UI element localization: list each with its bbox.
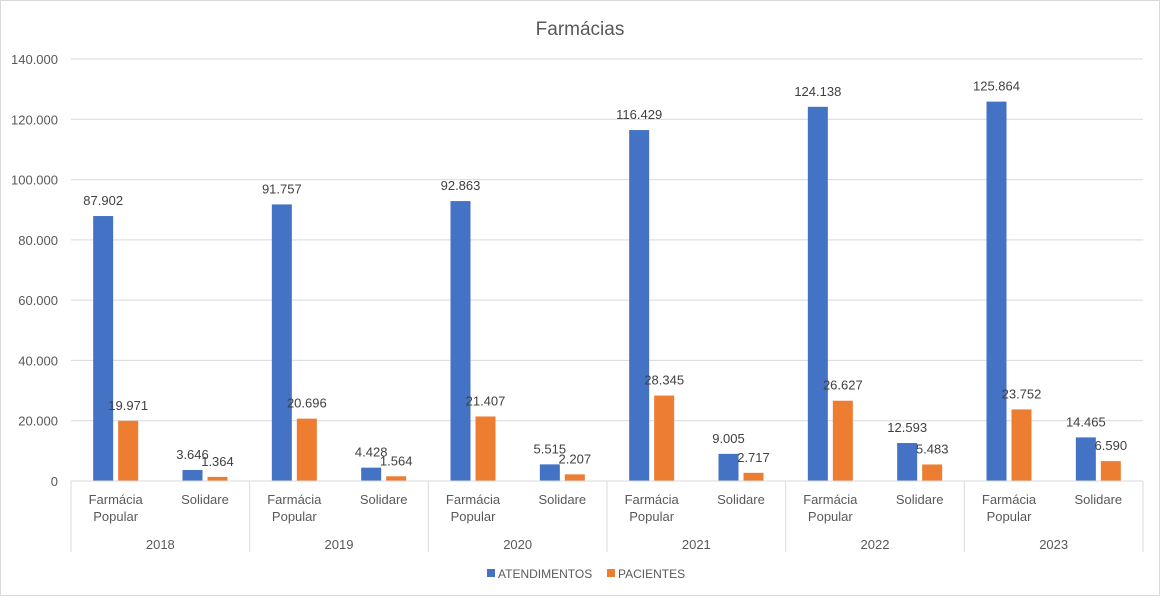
x-category-label: Farmácia bbox=[446, 492, 501, 507]
bars bbox=[93, 101, 1121, 482]
x-category-label: Solidare bbox=[717, 492, 765, 507]
x-group-label: 2019 bbox=[325, 537, 354, 552]
bar-pacientes bbox=[207, 476, 228, 481]
bar-pacientes bbox=[654, 395, 675, 481]
x-category-label: Popular bbox=[93, 509, 138, 524]
data-label: 124.138 bbox=[794, 84, 841, 99]
x-category-label: Popular bbox=[808, 509, 853, 524]
x-category-label: Solidare bbox=[538, 492, 586, 507]
x-category-label: Solidare bbox=[896, 492, 944, 507]
x-group-label: 2020 bbox=[503, 537, 532, 552]
data-label: 116.429 bbox=[616, 107, 662, 122]
bar-atendimentos bbox=[986, 101, 1007, 482]
data-label: 12.593 bbox=[887, 420, 927, 435]
bar-pacientes bbox=[475, 416, 496, 481]
x-category-label: Farmácia bbox=[89, 492, 144, 507]
data-label: 14.465 bbox=[1066, 414, 1106, 429]
x-category-label: Solidare bbox=[360, 492, 408, 507]
bar-atendimentos bbox=[897, 443, 918, 481]
bar-atendimentos bbox=[539, 464, 560, 481]
data-label: 5.515 bbox=[534, 441, 567, 456]
data-label: 87.902 bbox=[83, 193, 123, 208]
x-group-label: 2022 bbox=[861, 537, 890, 552]
x-category-label: Popular bbox=[451, 509, 496, 524]
bar-atendimentos bbox=[93, 216, 114, 481]
x-category-label: Popular bbox=[987, 509, 1032, 524]
bar-atendimentos bbox=[450, 201, 471, 481]
bar-atendimentos bbox=[718, 453, 739, 481]
y-tick-label: 60.000 bbox=[18, 293, 58, 308]
data-label: 21.407 bbox=[466, 393, 506, 408]
data-label: 4.428 bbox=[355, 445, 388, 460]
x-group-label: 2023 bbox=[1039, 537, 1068, 552]
y-tick-label: 20.000 bbox=[18, 414, 58, 429]
bar-atendimentos bbox=[1075, 437, 1096, 481]
x-axis: Farmácia Popular Solidare 2018 Farmácia Popul… bbox=[70, 480, 1144, 552]
x-group-label: 2018 bbox=[146, 537, 175, 552]
bar-pacientes bbox=[743, 472, 764, 481]
x-category-label: Farmácia bbox=[625, 492, 680, 507]
legend-label-pacientes: PACIENTES bbox=[618, 567, 685, 581]
bar-pacientes bbox=[386, 476, 407, 481]
bar-atendimentos bbox=[629, 130, 650, 481]
bar-pacientes bbox=[118, 420, 139, 481]
data-label: 2.717 bbox=[737, 450, 770, 465]
x-category-label: Farmácia bbox=[267, 492, 322, 507]
x-category-label: Solidare bbox=[1074, 492, 1122, 507]
y-axis-ticks: 0 20.000 40.000 60.000 80.000 100.000 120.000 1… bbox=[11, 52, 58, 489]
legend-swatch-atendimentos bbox=[487, 569, 495, 577]
data-label: 6.590 bbox=[1095, 438, 1128, 453]
data-label: 1.564 bbox=[380, 453, 413, 468]
data-label: 1.364 bbox=[201, 454, 234, 469]
x-category-label: Solidare bbox=[181, 492, 229, 507]
data-label: 19.971 bbox=[108, 398, 148, 413]
legend-label-atendimentos: ATENDIMENTOS bbox=[498, 567, 592, 581]
y-tick-label: 120.000 bbox=[11, 112, 58, 127]
chart-title: Farmácias bbox=[536, 19, 625, 40]
data-labels: 87.90219.9713.6461.36491.75720.6964.4281… bbox=[83, 79, 1127, 469]
gridlines bbox=[71, 58, 1143, 482]
legend: ATENDIMENTOS PACIENTES bbox=[487, 567, 685, 581]
data-label: 28.345 bbox=[644, 373, 684, 388]
bar-atendimentos bbox=[361, 467, 382, 481]
data-label: 26.627 bbox=[823, 378, 863, 393]
data-label: 92.863 bbox=[441, 178, 481, 193]
bar-pacientes bbox=[564, 474, 585, 481]
bar-atendimentos bbox=[807, 106, 828, 482]
x-category-label: Popular bbox=[272, 509, 317, 524]
data-label: 125.864 bbox=[973, 79, 1020, 94]
bar-pacientes bbox=[922, 464, 943, 481]
legend-swatch-pacientes bbox=[607, 569, 615, 577]
y-tick-label: 40.000 bbox=[18, 353, 58, 368]
x-category-label: Farmácia bbox=[982, 492, 1037, 507]
y-tick-label: 0 bbox=[51, 474, 58, 489]
data-label: 5.483 bbox=[916, 441, 949, 456]
data-label: 23.752 bbox=[1002, 386, 1042, 401]
y-tick-label: 80.000 bbox=[18, 233, 58, 248]
bar-pacientes bbox=[832, 400, 853, 481]
bar-atendimentos bbox=[271, 204, 292, 481]
data-label: 2.207 bbox=[559, 451, 592, 466]
data-label: 20.696 bbox=[287, 396, 327, 411]
bar-pacientes bbox=[296, 418, 317, 481]
y-tick-label: 140.000 bbox=[11, 52, 58, 67]
bar-pacientes bbox=[1011, 409, 1032, 481]
bar-atendimentos bbox=[182, 470, 203, 481]
bar-pacientes bbox=[1100, 461, 1121, 481]
y-tick-label: 100.000 bbox=[11, 173, 58, 188]
x-category-label: Farmácia bbox=[803, 492, 858, 507]
data-label: 3.646 bbox=[176, 447, 209, 462]
data-label: 91.757 bbox=[262, 181, 302, 196]
data-label: 9.005 bbox=[712, 431, 745, 446]
x-category-label: Popular bbox=[629, 509, 674, 524]
x-group-label: 2021 bbox=[682, 537, 711, 552]
